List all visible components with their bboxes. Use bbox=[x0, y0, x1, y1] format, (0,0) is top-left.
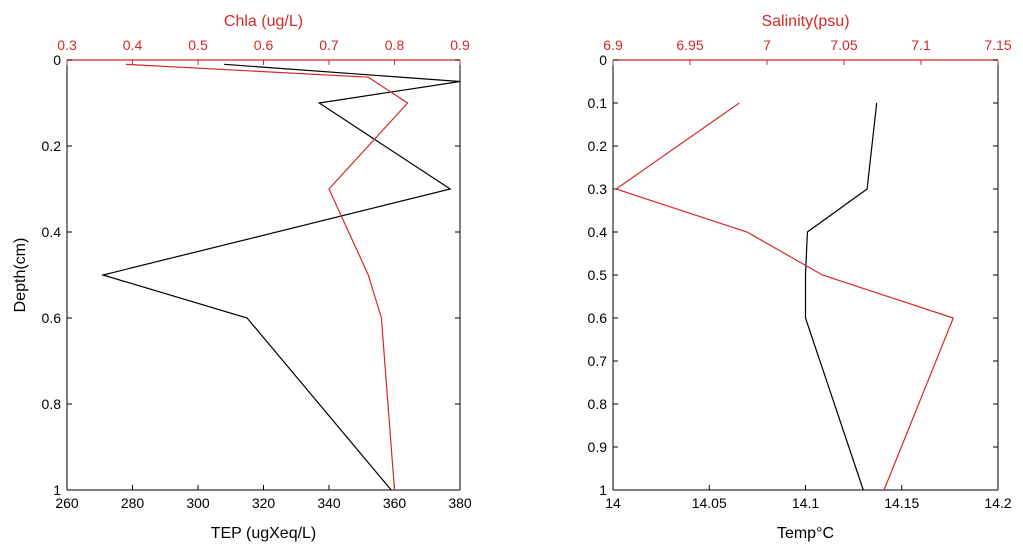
x-bottom-axis-label: TEP (ugXeq/L) bbox=[211, 525, 317, 542]
x-bottom-tick-label: 300 bbox=[186, 495, 210, 511]
x-bottom-tick-label: 14 bbox=[605, 495, 621, 511]
series-line-bottom-axis bbox=[100, 63, 461, 491]
x-bottom-axis-label: Temp°C bbox=[777, 525, 834, 542]
x-bottom-tick-label: 14.05 bbox=[692, 495, 727, 511]
x-top-axis-label: Chla (ug/L) bbox=[224, 13, 303, 30]
series-line-top-axis bbox=[125, 63, 409, 491]
y-tick-label: 0.1 bbox=[588, 95, 608, 111]
x-top-axis-label: Salinity(psu) bbox=[761, 13, 849, 30]
y-tick-label: 0.6 bbox=[588, 310, 608, 326]
y-tick-label: 0.7 bbox=[588, 353, 608, 369]
x-top-tick-label: 6.95 bbox=[676, 37, 703, 53]
y-tick-label: 0.4 bbox=[588, 224, 608, 240]
x-top-tick-label: 7.05 bbox=[830, 37, 857, 53]
y-tick-label: 0.2 bbox=[42, 138, 62, 154]
y-tick-label: 0.4 bbox=[42, 224, 62, 240]
x-bottom-tick-label: 340 bbox=[317, 495, 341, 511]
x-bottom-tick-label: 280 bbox=[121, 495, 145, 511]
y-tick-label: 0.3 bbox=[588, 181, 608, 197]
y-tick-label: 0.9 bbox=[588, 439, 608, 455]
x-top-tick-label: 7 bbox=[763, 37, 771, 53]
chart-salinity-temp: 0 0.1 0.2 0.3 0.4 0.5 0.6 0.7 0.8 0.9 114 14.05 14.1… bbox=[588, 13, 1012, 542]
x-top-tick-label: 0.8 bbox=[385, 37, 405, 53]
x-bottom-tick-label: 14.2 bbox=[984, 495, 1011, 511]
x-top-tick-label: 7.15 bbox=[984, 37, 1011, 53]
x-top-tick-label: 6.9 bbox=[603, 37, 623, 53]
y-axis-label: Depth(cm) bbox=[12, 238, 29, 313]
x-bottom-tick-label: 14.1 bbox=[792, 495, 819, 511]
y-tick-label: 0.5 bbox=[588, 267, 608, 283]
x-top-tick-label: 0.5 bbox=[188, 37, 208, 53]
y-tick-label: 0.8 bbox=[42, 396, 62, 412]
x-top-tick-label: 0.4 bbox=[123, 37, 143, 53]
x-top-tick-label: 0.3 bbox=[57, 37, 77, 53]
x-bottom-tick-label: 360 bbox=[383, 495, 407, 511]
x-top-tick-label: 0.6 bbox=[254, 37, 274, 53]
x-top-tick-label: 7.1 bbox=[911, 37, 931, 53]
x-bottom-tick-label: 380 bbox=[448, 495, 472, 511]
y-tick-label: 1 bbox=[53, 482, 61, 498]
series-line-top-axis bbox=[614, 102, 955, 491]
y-tick-label: 0.6 bbox=[42, 310, 62, 326]
x-bottom-tick-label: 320 bbox=[252, 495, 276, 511]
y-tick-label: 1 bbox=[599, 482, 607, 498]
x-bottom-tick-label: 260 bbox=[55, 495, 79, 511]
x-top-tick-label: 0.9 bbox=[450, 37, 470, 53]
y-tick-label: 0.8 bbox=[588, 396, 608, 412]
y-tick-label: 0 bbox=[53, 52, 61, 68]
y-tick-label: 0.2 bbox=[588, 138, 608, 154]
y-tick-label: 0 bbox=[599, 52, 607, 68]
x-bottom-tick-label: 14.15 bbox=[884, 495, 919, 511]
x-top-tick-label: 0.7 bbox=[319, 37, 339, 53]
series-line-bottom-axis bbox=[804, 102, 878, 491]
